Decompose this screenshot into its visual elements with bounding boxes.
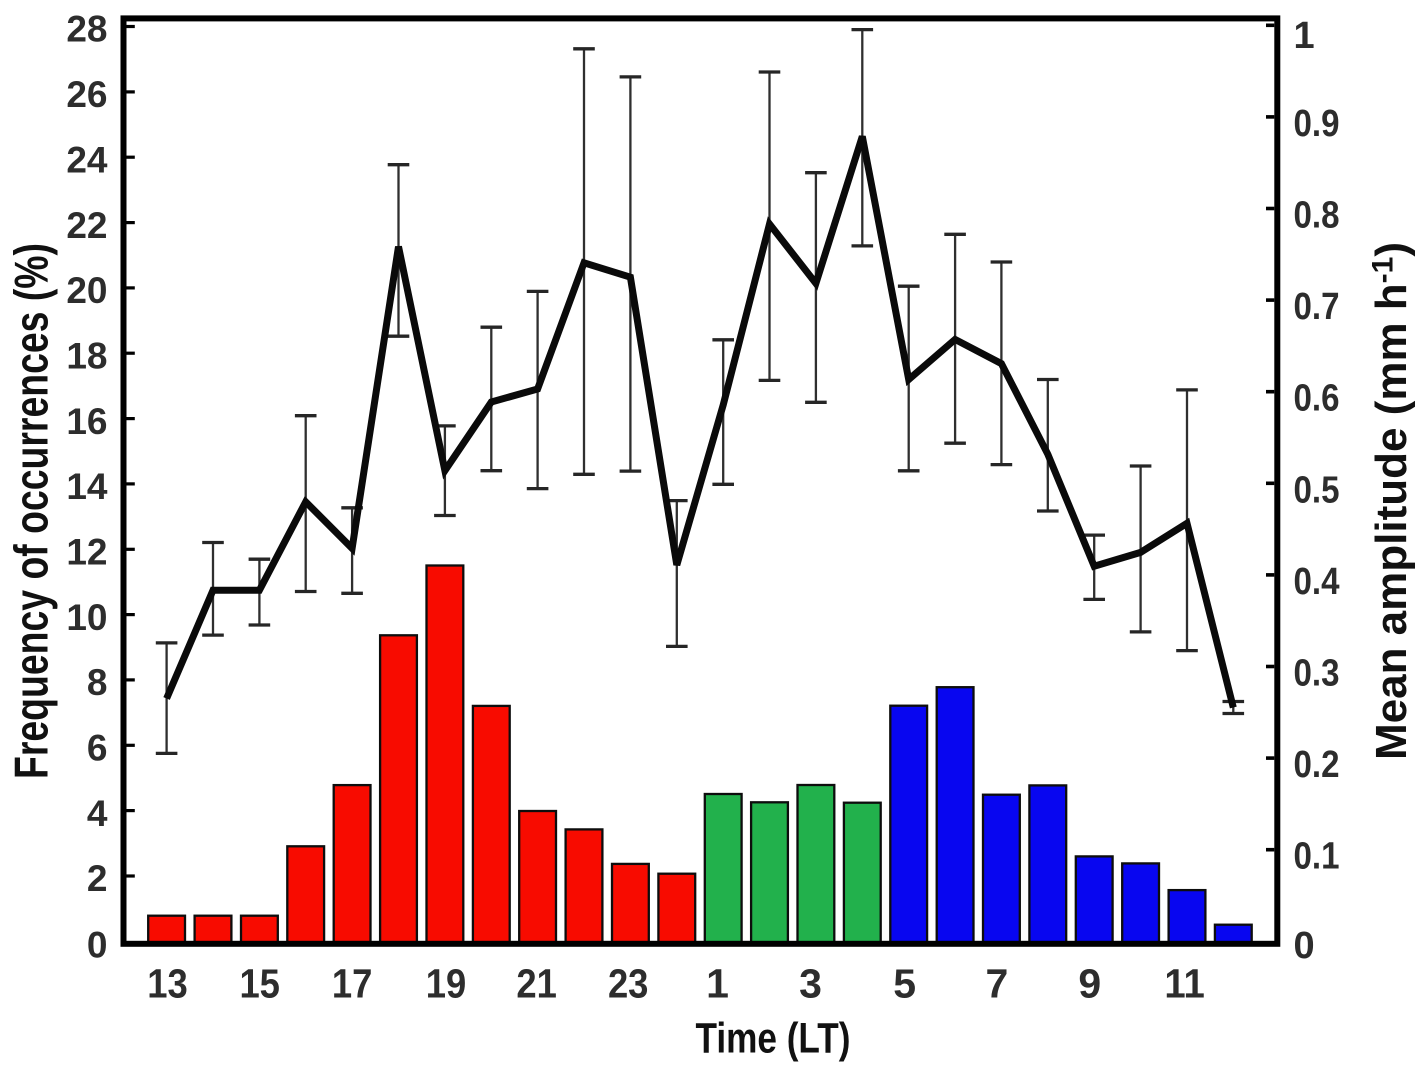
svg-text:9: 9 [1078, 960, 1101, 1006]
svg-text:24: 24 [66, 139, 108, 180]
svg-text:11: 11 [1164, 960, 1205, 1006]
svg-text:14: 14 [66, 466, 108, 507]
svg-text:Frequency of occurrences (%): Frequency of occurrences (%) [5, 243, 58, 779]
svg-text:23: 23 [608, 960, 649, 1006]
svg-text:0.3: 0.3 [1294, 653, 1340, 695]
svg-text:0.8: 0.8 [1294, 195, 1340, 237]
svg-text:0.1: 0.1 [1294, 836, 1340, 878]
svg-text:21: 21 [516, 960, 557, 1006]
svg-text:3: 3 [799, 960, 822, 1006]
svg-text:0.5: 0.5 [1294, 469, 1340, 511]
svg-text:1: 1 [706, 960, 729, 1006]
svg-text:22: 22 [66, 205, 107, 246]
svg-text:16: 16 [66, 401, 107, 442]
svg-text:0.9: 0.9 [1294, 103, 1340, 145]
svg-text:0: 0 [87, 925, 108, 966]
svg-text:0: 0 [1294, 925, 1315, 967]
svg-text:2: 2 [87, 858, 108, 899]
svg-text:Time (LT): Time (LT) [696, 1014, 851, 1062]
svg-text:12: 12 [66, 532, 107, 573]
svg-text:13: 13 [147, 960, 188, 1006]
svg-text:6: 6 [87, 728, 108, 769]
svg-text:4: 4 [87, 793, 108, 834]
svg-text:1: 1 [1294, 15, 1315, 57]
svg-text:0.7: 0.7 [1294, 286, 1340, 328]
svg-text:19: 19 [426, 960, 467, 1006]
svg-text:7: 7 [985, 960, 1008, 1006]
svg-text:18: 18 [66, 335, 107, 376]
svg-text:10: 10 [66, 597, 107, 638]
svg-text:28: 28 [66, 9, 107, 50]
svg-text:0.6: 0.6 [1294, 378, 1340, 420]
svg-text:Mean amplitude (mm h-1): Mean amplitude (mm h-1) [1367, 242, 1417, 760]
svg-text:0.2: 0.2 [1294, 744, 1340, 786]
svg-text:20: 20 [66, 270, 107, 311]
svg-text:8: 8 [87, 662, 108, 703]
svg-text:26: 26 [66, 74, 107, 115]
svg-text:5: 5 [893, 960, 916, 1006]
svg-text:0.4: 0.4 [1294, 561, 1340, 603]
svg-text:17: 17 [332, 960, 373, 1006]
svg-text:15: 15 [239, 960, 280, 1006]
